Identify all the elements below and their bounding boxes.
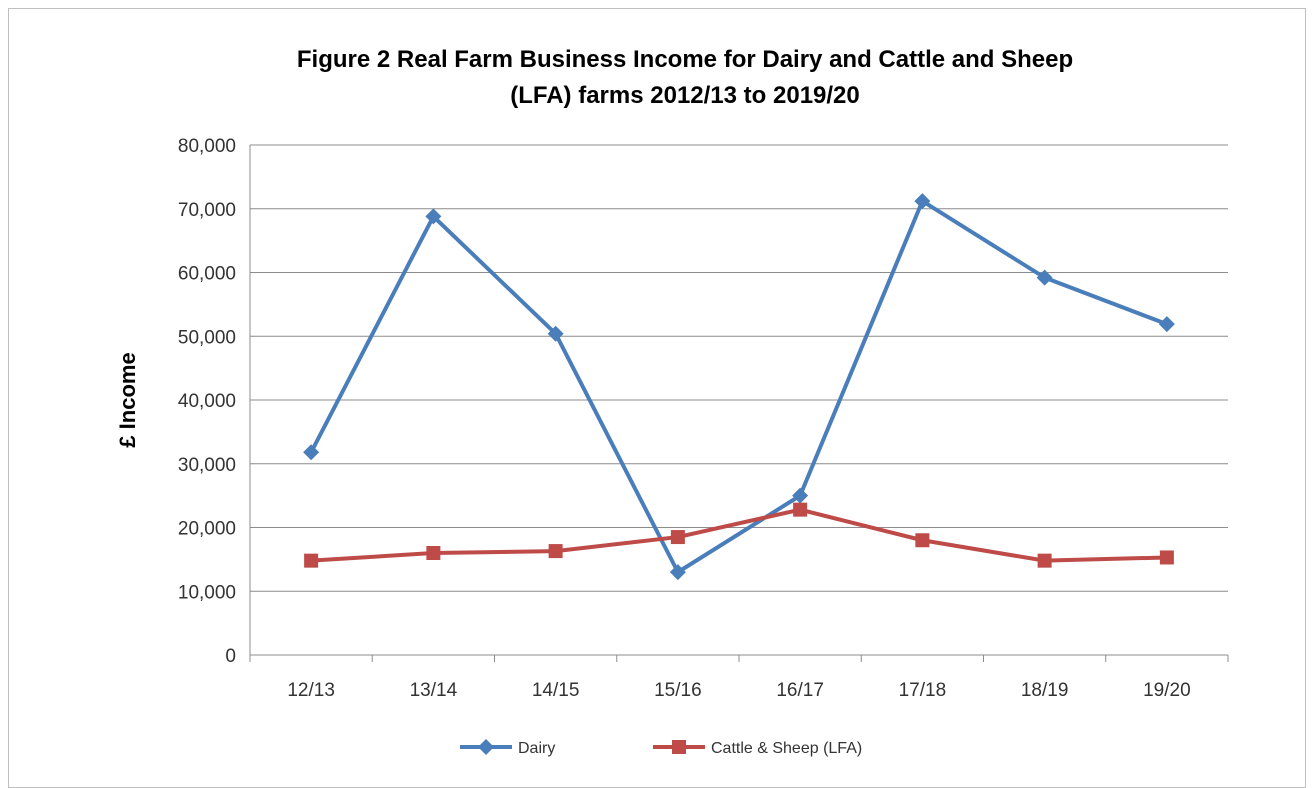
series-line — [311, 507, 1167, 563]
y-tick-label: 40,000 — [178, 391, 236, 412]
data-point — [669, 564, 686, 581]
line-chart: 0 10,000 20,000 30,000 40,000 50,000 60,000 70,… — [115, 136, 1229, 757]
data-point — [1158, 316, 1175, 333]
x-axis-ticks: 12/13 13/14 14/15 15/16 16/17 17/18 18/19 19/20 — [287, 680, 1190, 701]
series-line — [309, 199, 1168, 575]
series — [303, 193, 1175, 581]
y-axis-ticks: 0 10,000 20,000 30,000 40,000 50,000 60,000 70,… — [178, 136, 236, 667]
legend-marker — [672, 740, 686, 754]
x-tick-label: 14/15 — [532, 680, 580, 701]
data-point — [547, 325, 564, 342]
data-point — [303, 444, 320, 461]
data-point — [915, 533, 930, 548]
chart-title: Figure 2 Real Farm Business Income for D… — [0, 42, 1316, 114]
data-point — [1037, 553, 1052, 568]
legend: Dairy Cattle & Sheep (LFA) — [460, 739, 862, 757]
x-tick-label: 15/16 — [654, 680, 702, 701]
data-point — [793, 502, 808, 517]
x-tick-label: 13/14 — [410, 680, 458, 701]
y-tick-label: 70,000 — [178, 200, 236, 221]
y-tick-label: 30,000 — [178, 455, 236, 476]
data-point — [914, 193, 931, 210]
data-point — [426, 546, 441, 560]
series-dairy — [303, 193, 1175, 581]
y-tick-label: 60,000 — [178, 264, 236, 285]
y-tick-label: 20,000 — [178, 519, 236, 540]
data-point — [792, 487, 809, 504]
gridlines — [250, 144, 1228, 592]
legend-item: Dairy — [460, 739, 555, 757]
legend-label: Dairy — [518, 740, 555, 757]
x-tick-label: 17/18 — [899, 680, 947, 701]
legend-item: Cattle & Sheep (LFA) — [653, 740, 862, 757]
legend-marker — [478, 739, 494, 755]
series-cattle-sheep — [304, 502, 1174, 568]
chart-title-line-2: (LFA) farms 2012/13 to 2019/20 — [510, 82, 860, 109]
x-tick-label: 16/17 — [776, 680, 824, 701]
data-point — [670, 530, 685, 545]
chart-frame — [8, 8, 1306, 788]
x-tick-label: 19/20 — [1143, 680, 1191, 701]
axes — [249, 145, 1229, 662]
data-point — [1036, 269, 1053, 286]
y-tick-label: 10,000 — [178, 582, 236, 603]
data-point — [425, 208, 442, 225]
legend-label: Cattle & Sheep (LFA) — [711, 740, 862, 757]
data-point — [548, 544, 563, 559]
y-axis-title: £ Income — [115, 352, 140, 447]
y-tick-label: 50,000 — [178, 327, 236, 348]
y-tick-label: 0 — [225, 646, 236, 667]
x-tick-label: 12/13 — [287, 680, 335, 701]
data-point — [1159, 550, 1174, 565]
data-point — [304, 553, 319, 568]
x-tick-label: 18/19 — [1021, 680, 1069, 701]
y-tick-label: 80,000 — [178, 136, 236, 157]
chart-title-line-1: Figure 2 Real Farm Business Income for D… — [296, 46, 1074, 73]
